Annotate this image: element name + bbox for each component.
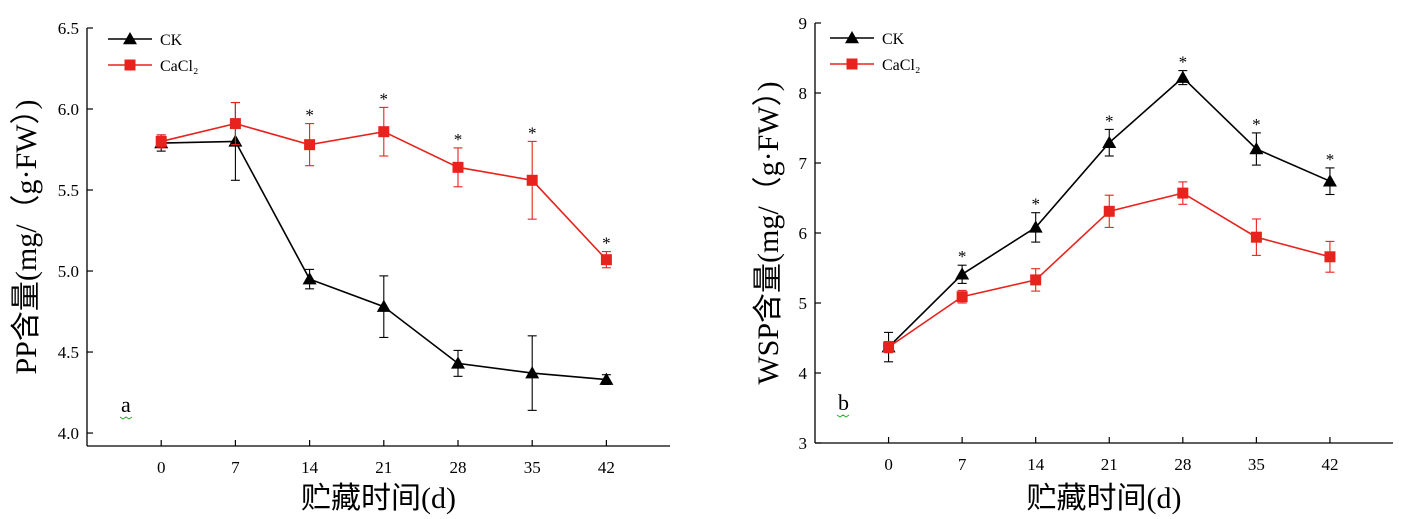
data-point — [1249, 142, 1264, 155]
y-tick-label: 5 — [799, 294, 808, 313]
y-tick-label: 3 — [799, 434, 808, 453]
data-point — [526, 174, 538, 186]
legend-label: CK — [882, 31, 905, 48]
data-point — [229, 118, 241, 130]
panel-label: b — [838, 390, 849, 415]
series-cacl2 — [883, 181, 1336, 354]
data-point — [452, 161, 464, 173]
x-axis-title: 贮藏时间(d) — [301, 482, 456, 515]
x-tick-label: 7 — [958, 455, 967, 474]
x-tick-label: 42 — [1321, 455, 1338, 474]
spellcheck-underline — [836, 414, 850, 418]
x-axis-title: 贮藏时间(d) — [1027, 482, 1182, 515]
data-point — [599, 372, 614, 385]
significance-star: * — [958, 247, 967, 266]
significance-star: * — [1326, 150, 1335, 169]
data-point — [1324, 251, 1336, 263]
x-tick-label: 28 — [1174, 455, 1191, 474]
x-tick-label: 21 — [1101, 455, 1118, 474]
y-tick-label: 5.0 — [58, 262, 79, 281]
legend-label: CaCl₂ — [160, 58, 198, 75]
y-tick-label: 6.5 — [58, 19, 79, 38]
significance-star: * — [454, 130, 463, 149]
significance-star: * — [1031, 195, 1040, 214]
data-point — [376, 299, 391, 312]
significance-star: * — [1105, 111, 1114, 130]
data-point — [1028, 220, 1043, 233]
data-point — [378, 126, 390, 138]
y-tick-label: 6.0 — [58, 100, 79, 119]
x-tick-label: 21 — [375, 458, 392, 477]
data-point — [1030, 274, 1042, 286]
series-cacl2 — [155, 101, 612, 269]
data-point — [302, 272, 317, 285]
x-tick-label: 0 — [884, 455, 893, 474]
data-point — [600, 254, 612, 266]
legend-marker — [845, 31, 859, 44]
y-axis-title: WSP含量(mg/（g·FW）) — [752, 81, 785, 384]
chart-panel-b: 3 4 5 6 7 8 9 0 7 14 21 28 35 42 贮藏时间(d) WSP含量(mg/（g·FW… — [752, 14, 1393, 515]
legend-entry-cacl2: CaCl₂ — [830, 57, 920, 74]
legend-label: CaCl₂ — [882, 57, 920, 74]
spellcheck-underline — [119, 416, 133, 420]
series-line — [161, 140, 607, 381]
panel-label: a — [121, 392, 131, 417]
data-point — [883, 341, 895, 353]
y-tick-label: 7 — [799, 154, 808, 173]
legend-marker — [123, 32, 137, 45]
data-point — [1322, 174, 1337, 187]
significance-star: * — [1252, 115, 1261, 134]
significance-star: * — [305, 106, 314, 125]
data-point — [1175, 70, 1190, 83]
significance-star: * — [1179, 53, 1188, 72]
y-tick-label: 4.5 — [58, 343, 79, 362]
x-tick-label: 35 — [524, 458, 541, 477]
data-point — [155, 135, 167, 147]
x-tick-label: 14 — [301, 458, 319, 477]
data-point — [451, 356, 465, 369]
x-tick-label: 35 — [1248, 455, 1265, 474]
y-tick-label: 4.0 — [58, 424, 79, 443]
y-tick-label: 8 — [799, 84, 808, 103]
x-tick-label: 0 — [157, 458, 166, 477]
significance-star: * — [380, 89, 389, 108]
data-point — [525, 366, 540, 379]
data-point — [1103, 205, 1115, 217]
y-tick-label: 6 — [799, 224, 808, 243]
legend-entry-cacl2: CaCl₂ — [108, 58, 198, 75]
legend-marker — [124, 59, 136, 71]
significance-star: * — [528, 123, 537, 142]
y-tick-label: 9 — [799, 14, 808, 33]
data-point — [1177, 187, 1189, 199]
legend-marker — [846, 58, 858, 70]
chart-panel-a: 4.0 4.5 5.0 5.5 6.0 6.5 0 7 14 21 28 35 42 贮藏时间(d) PP含… — [10, 19, 670, 515]
y-axis-title: PP含量(mg/（g·FW）) — [10, 99, 43, 374]
significance-star: * — [602, 234, 611, 253]
legend-entry-ck: CK — [108, 32, 183, 49]
data-point — [1102, 135, 1117, 148]
x-tick-label: 28 — [450, 458, 467, 477]
y-tick-label: 5.5 — [58, 181, 79, 200]
data-point — [955, 267, 970, 280]
x-tick-label: 7 — [231, 458, 240, 477]
data-point — [1250, 231, 1262, 243]
legend-label: CK — [160, 32, 183, 49]
x-tick-label: 14 — [1027, 455, 1045, 474]
data-point — [304, 139, 316, 151]
data-point — [956, 291, 968, 303]
legend-entry-ck: CK — [830, 31, 905, 48]
x-tick-label: 42 — [598, 458, 615, 477]
y-tick-label: 4 — [799, 364, 808, 383]
